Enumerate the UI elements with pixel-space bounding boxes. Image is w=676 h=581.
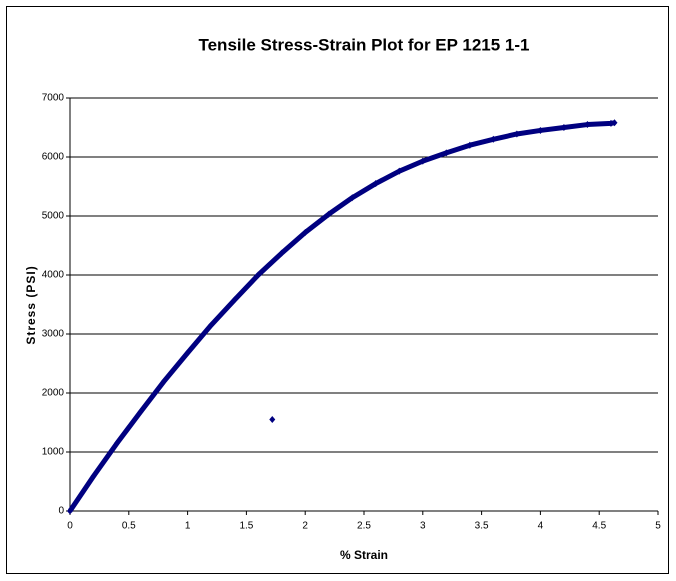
x-tick-label: 0.5 [122,521,136,532]
point [161,377,168,385]
point [349,194,356,202]
x-tick-label: 2.5 [357,521,371,532]
point [419,157,426,165]
x-tick-label: 3 [420,521,426,532]
chart-border [6,6,669,574]
point [584,121,591,129]
y-tick-label: 6000 [42,152,65,163]
point [255,271,262,279]
point [269,416,276,424]
chart-title: Tensile Stress-Strain Plot for EP 1215 1… [198,35,529,54]
point [90,472,97,480]
x-tick-label: 2 [302,521,308,532]
point [560,124,567,131]
point [67,507,73,515]
point [443,149,450,157]
y-tick-label: 3000 [42,329,65,340]
point [537,126,544,134]
point [231,296,238,304]
x-axis-title: % Strain [340,548,388,562]
point [466,141,473,149]
point [396,167,403,175]
x-tick-label: 4 [538,521,544,532]
point [302,229,309,237]
y-tick-label: 7000 [42,93,65,104]
point [325,210,332,218]
point [513,130,520,138]
point [372,180,379,188]
point [208,321,215,329]
y-axis-title: Stress (PSI) [24,265,38,344]
point [137,408,144,416]
point [114,439,121,447]
x-tick-label: 3.5 [475,521,489,532]
x-tick-label: 1.5 [239,521,253,532]
y-tick-label: 4000 [42,270,65,281]
y-tick-label: 1000 [42,447,65,458]
x-tick-label: 0 [67,521,73,532]
y-tick-label: 5000 [42,211,65,222]
point [278,249,285,257]
x-tick-label: 1 [185,521,191,532]
y-tick-label: 2000 [42,388,65,399]
point [607,119,614,127]
x-tick-label: 5 [655,521,661,532]
point [184,349,191,357]
point [611,119,618,127]
point [490,135,497,143]
y-tick-label: 0 [58,506,64,517]
x-tick-label: 4.5 [592,521,606,532]
